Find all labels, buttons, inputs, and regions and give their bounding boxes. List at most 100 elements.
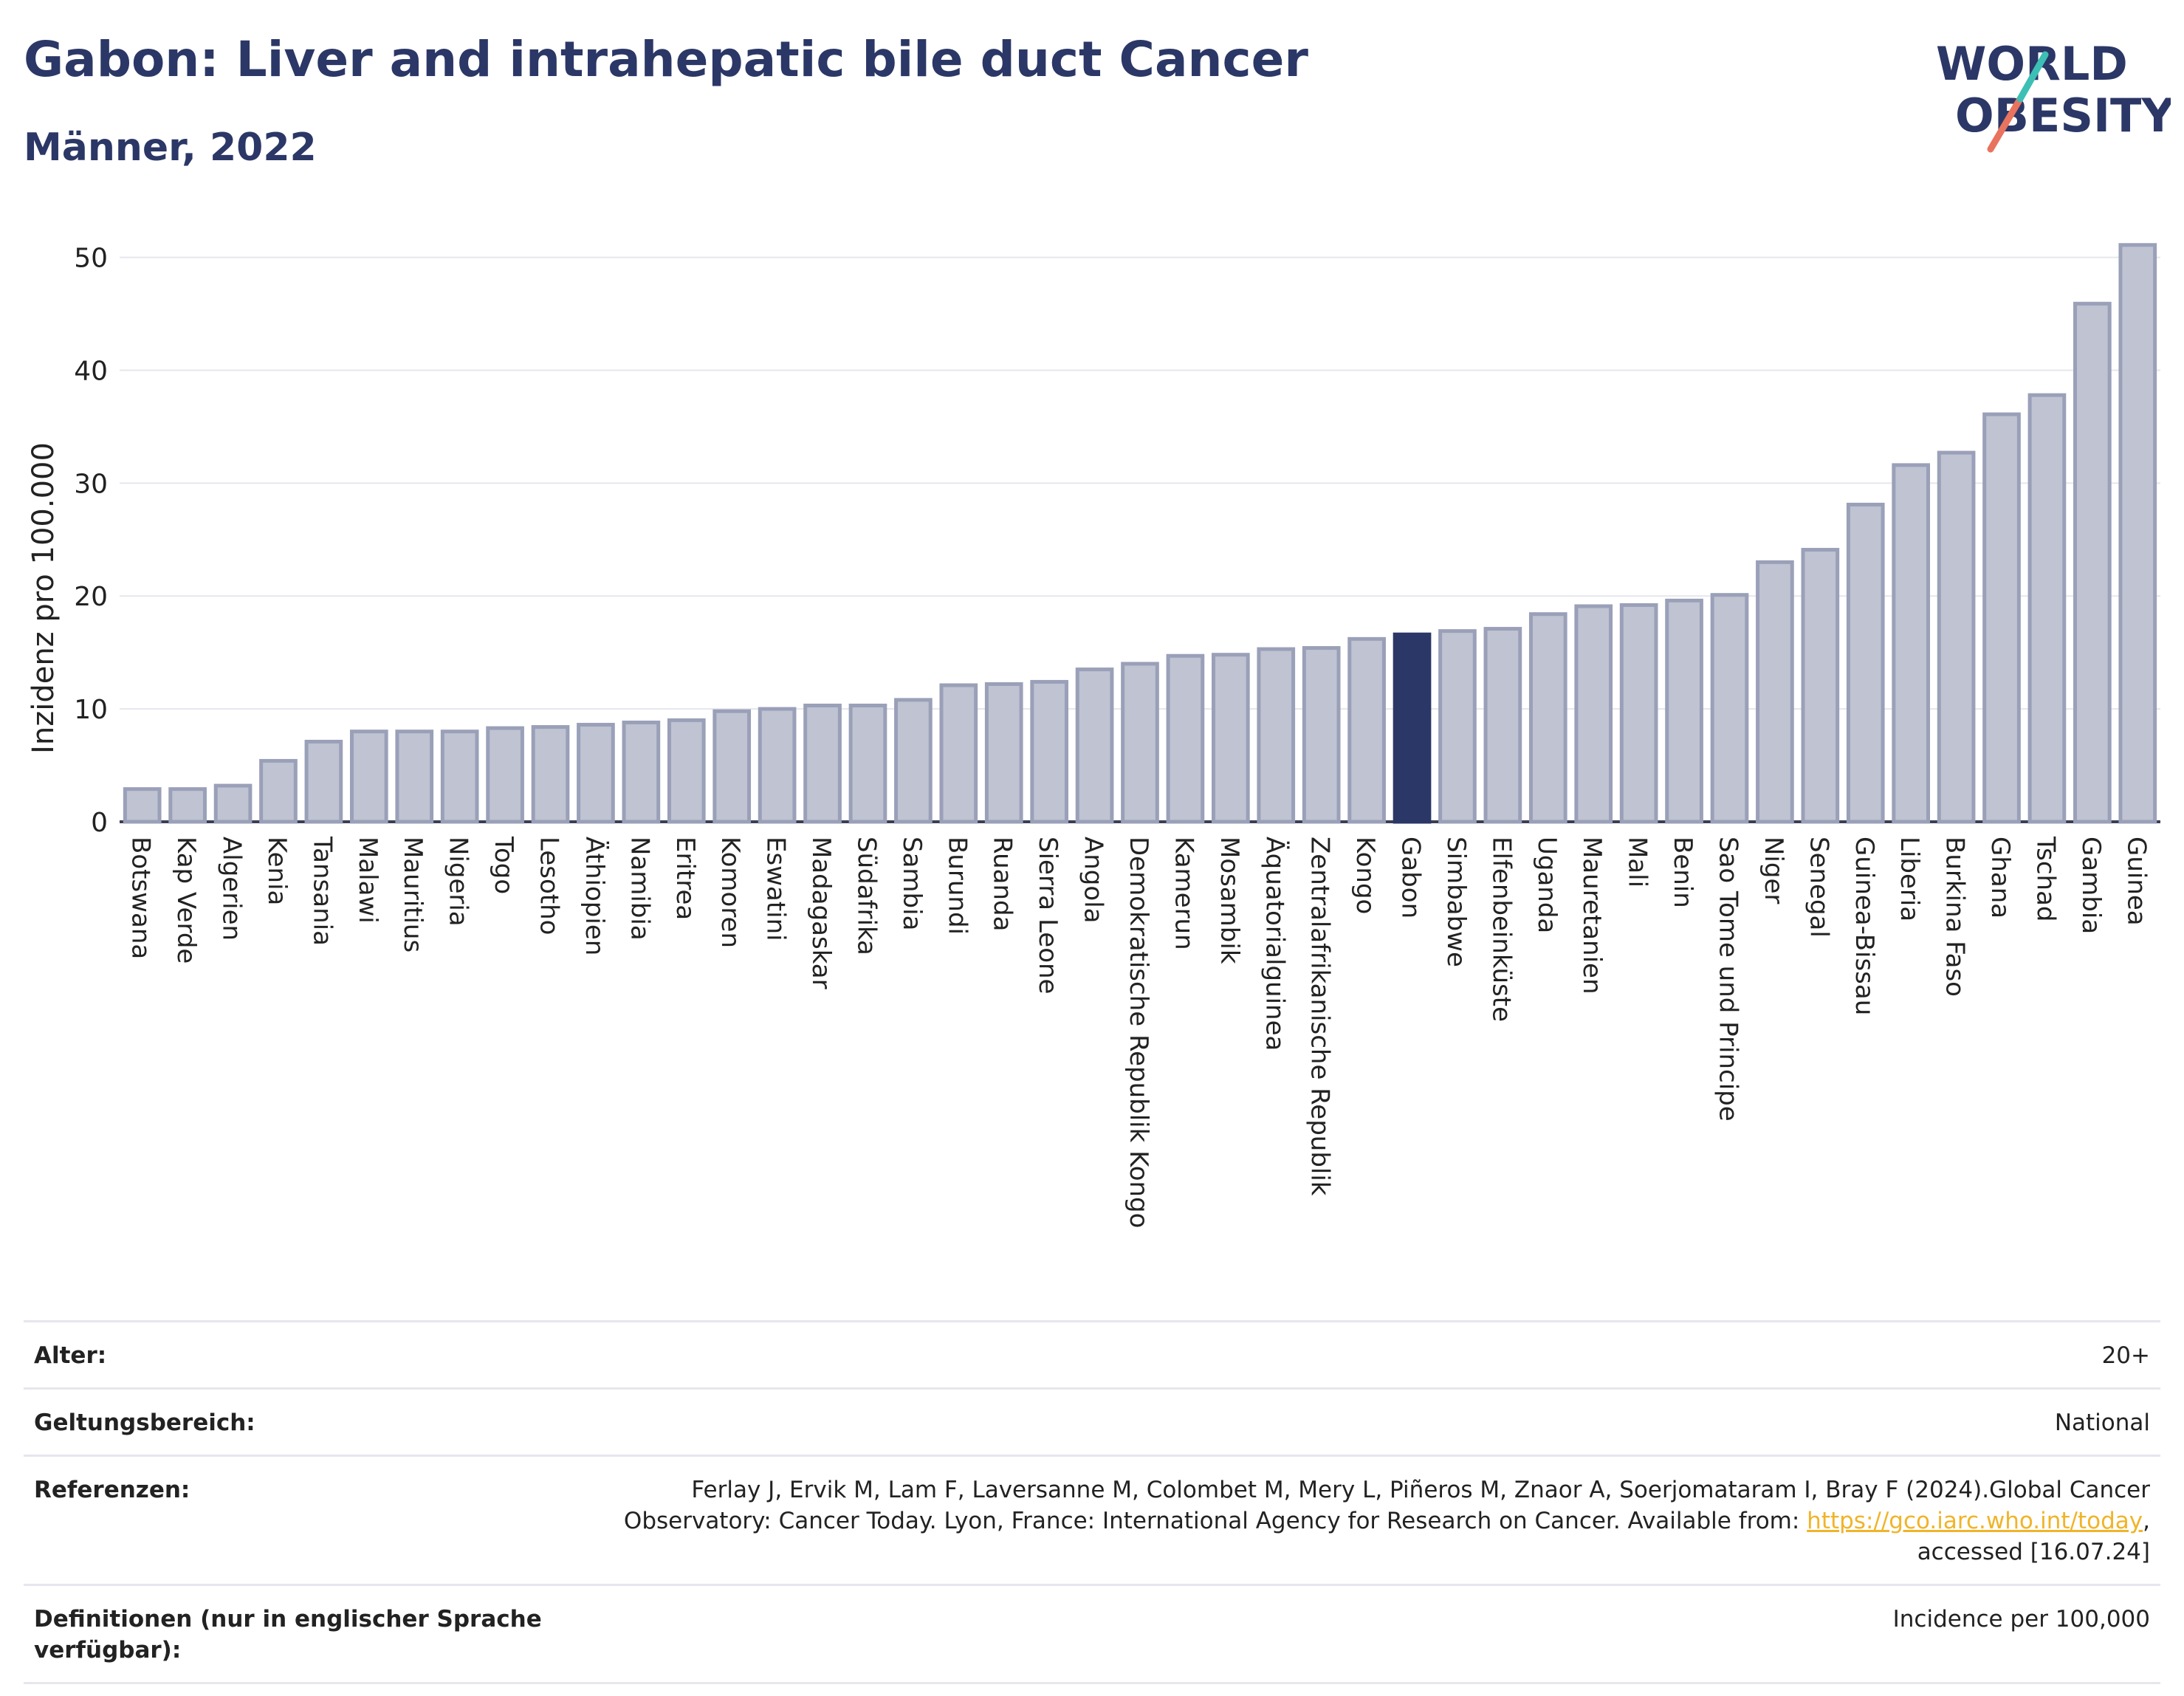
x-tick-label: Senegal [1804,837,1833,938]
x-tick-label: Kenia [262,837,292,905]
bar-nigeria [440,729,479,824]
x-tick-label: Benin [1668,837,1697,908]
y-axis-label: Inzidenz pro 100.000 [27,442,61,754]
bar-gambia [2073,301,2112,824]
bar-elfenbeinküste [1483,627,1522,824]
bar-sao-tome-und-principe [1710,593,1749,824]
bar-mauritius [395,729,434,824]
x-tick-label: Uganda [1532,837,1562,933]
x-tick-label: Komoren [715,837,745,948]
logo-line2: OBESITY [1955,89,2171,143]
meta-label: Geltungsbereich: [34,1410,255,1436]
meta-value: 20+ [2101,1342,2150,1369]
bar-tschad [2027,393,2067,824]
y-tick-label: 10 [74,695,108,725]
x-tick-label: Namibia [625,837,654,941]
x-tick-label: Demokratische Republik Kongo [1124,837,1153,1228]
y-tick-label: 30 [74,469,108,499]
bar-komoren [712,709,752,824]
x-tick-label: Ghana [1985,837,2015,919]
bar-mali [1619,602,1658,824]
bar-chart: 0 10 20 30 40 50 Botswana Kap Verde Algerien Ken… [27,243,2160,1228]
x-tick-label: Togo [489,836,518,894]
x-tick-label: Madagaskar [806,837,836,989]
x-tick-label: Äquatorialguinea [1260,837,1289,1051]
bar-togo [486,726,524,824]
x-tick-label: Kongo [1350,837,1380,914]
x-tick-label: Tansania [307,836,337,946]
bar-zentralafrikanische-republik [1302,646,1341,824]
bar-lesotho [531,725,570,824]
bar-tansania [304,739,343,824]
x-tick-label: Malawi [353,837,382,924]
bar-kenia [259,758,298,824]
bar-sierra-leone [1030,679,1068,824]
meta-row: Referenzen: Ferlay J, Ervik M, Lam F, Lav… [24,1455,2160,1584]
meta-row: Geltungsbereich: National [24,1387,2160,1455]
x-tick-label: Eswatini [761,837,791,941]
x-tick-label: Niger [1759,837,1788,904]
meta-label: Definitionen (nur in englischer Sprache … [34,1606,542,1664]
bar-malawi [349,729,388,824]
x-tick-label: Gambia [2076,837,2106,934]
x-tick-label: Angola [1079,837,1108,923]
meta-row: Alter: 20+ [24,1320,2160,1387]
x-tick-labels: Botswana Kap Verde Algerien Kenia Tansania Ma… [126,836,2152,1228]
meta-label: Alter: [34,1342,107,1369]
x-tick-label: Gabon [1396,837,1426,919]
bar-angola [1075,667,1114,824]
x-tick-label: Sierra Leone [1033,837,1062,994]
x-tick-label: Eritrea [670,837,700,920]
world-obesity-logo: WORLD OBESITY [1936,37,2171,153]
bar-ruanda [984,682,1023,824]
y-tick-label: 50 [74,244,108,274]
metadata-table: Alter: 20+ Geltungsbereich: National Referen… [24,1320,2160,1684]
x-tick-label: Burkina Faso [1940,837,1970,997]
bar-mosambik [1212,653,1250,824]
logo-slash-bottom [1987,95,2024,153]
x-tick-label: Äthiopien [580,837,609,955]
x-tick-label: Mosambik [1215,837,1244,964]
bar-ghana [1982,412,2021,824]
bar-eswatini [758,707,797,824]
bar-botswana [123,787,162,824]
bar-äthiopien [577,723,615,824]
bar-namibia [622,720,661,824]
bar-guinea-bissau [1846,502,1885,824]
x-tick-label: Algerien [217,837,247,941]
x-tick-label: Lesotho [535,837,564,935]
bar-gabon [1393,632,1432,824]
x-tick-label: Ruanda [988,837,1017,931]
bar-demokratische-republik-kongo [1121,662,1159,824]
x-tick-label: Botswana [126,837,156,959]
page-title: Gabon: Liver and intrahepatic bile duct … [24,31,1308,88]
meta-value: Ferlay J, Ervik M, Lam F, Laversanne M, … [623,1477,2150,1565]
bar-benin [1665,598,1703,824]
bar-kap-verde [168,787,207,824]
x-tick-label: Mali [1623,837,1652,888]
bar-madagaskar [803,704,842,824]
x-tick-label: Guinea-Bissau [1850,837,1879,1015]
x-tick-label: Simbabwe [1441,837,1471,967]
x-tick-label: Liberia [1895,837,1924,921]
x-tick-label: Mauretanien [1577,837,1607,995]
bar-guinea [2118,243,2157,824]
y-tick-labels: 0 10 20 30 40 50 [74,244,108,838]
bar-burkina-faso [1937,450,1976,824]
meta-value: National [2054,1410,2150,1436]
bar-äquatorialguinea [1257,647,1296,824]
y-tick-label: 0 [91,808,108,838]
x-tick-label: Südafrika [851,837,881,955]
bar-simbabwe [1438,629,1477,824]
x-tick-label: Tschad [2030,836,2060,922]
bar-uganda [1528,612,1567,824]
reference-link[interactable]: https://gco.iarc.who.int/today [1807,1508,2143,1534]
bar-mauretanien [1574,604,1613,824]
meta-label: Referenzen: [34,1477,190,1503]
bar-burundi [939,683,978,824]
bar-liberia [1892,463,1931,824]
meta-value: Incidence per 100,000 [1892,1606,2150,1633]
x-tick-label: Sao Tome und Principe [1713,837,1742,1122]
bar-niger [1756,560,1794,824]
bar-südafrika [848,704,887,824]
